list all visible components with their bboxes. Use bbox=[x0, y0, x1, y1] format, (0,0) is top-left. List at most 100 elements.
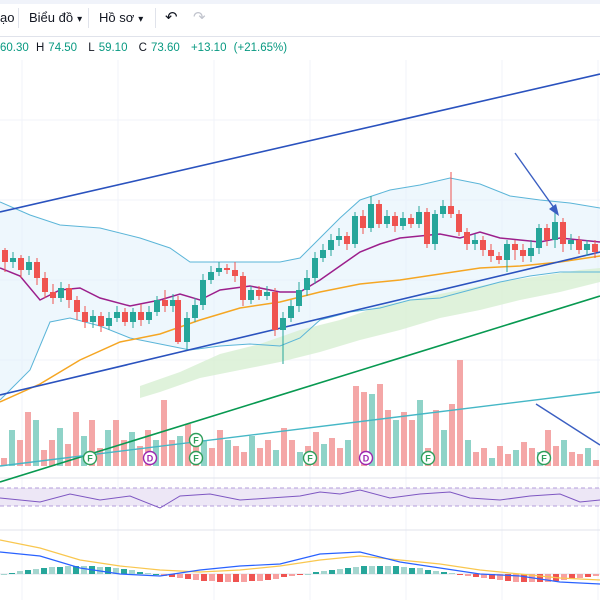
macd-histogram-bar bbox=[593, 574, 599, 576]
macd-histogram-bar bbox=[433, 571, 439, 574]
volume-bar bbox=[113, 420, 119, 466]
low-value: 59.10 bbox=[98, 42, 128, 54]
candle bbox=[146, 306, 152, 324]
macd-histogram-bar bbox=[193, 574, 199, 580]
volume-bar bbox=[65, 444, 71, 466]
volume-bar bbox=[33, 420, 39, 466]
macd-histogram-bar bbox=[465, 574, 471, 576]
macd-histogram-bar bbox=[73, 566, 79, 574]
macd-histogram-bar bbox=[473, 574, 479, 577]
support-trendline[interactable] bbox=[0, 295, 600, 483]
macd-histogram-bar bbox=[393, 566, 399, 574]
macd-histogram-bar bbox=[49, 567, 55, 574]
macd-histogram-bar bbox=[257, 574, 263, 581]
volume-bar bbox=[273, 450, 279, 466]
candle bbox=[416, 206, 422, 228]
volume-bar bbox=[201, 440, 207, 466]
svg-text:D: D bbox=[363, 454, 370, 464]
candle bbox=[26, 256, 32, 275]
volume-bar bbox=[185, 424, 191, 466]
volume-bar bbox=[97, 448, 103, 466]
redo-icon[interactable]: ↷ bbox=[193, 9, 206, 26]
macd-histogram-bar bbox=[345, 568, 351, 574]
volume-bar bbox=[289, 440, 295, 466]
candle bbox=[208, 266, 214, 284]
macd-histogram-bar bbox=[137, 572, 143, 574]
candle bbox=[544, 224, 550, 246]
candle bbox=[272, 288, 278, 336]
candle bbox=[82, 306, 88, 328]
candle bbox=[576, 236, 582, 254]
event-marker: D bbox=[358, 450, 374, 466]
volume-bar bbox=[465, 440, 471, 466]
macd-histogram-bar bbox=[513, 574, 519, 582]
macd-histogram-bar bbox=[217, 574, 223, 582]
macd-histogram-bar bbox=[177, 574, 183, 578]
candle bbox=[114, 306, 120, 322]
volume-bar bbox=[49, 440, 55, 466]
profile-menu-button[interactable]: Hồ sơ ▾ bbox=[99, 10, 143, 25]
candle bbox=[175, 296, 181, 344]
open-value: 60.30 bbox=[0, 42, 29, 54]
volume-bar bbox=[89, 420, 95, 466]
macd-histogram-bar bbox=[233, 574, 239, 582]
toolbar-divider bbox=[88, 8, 89, 28]
undo-icon[interactable]: ↶ bbox=[165, 9, 178, 26]
macd-histogram-bar bbox=[57, 567, 63, 574]
arrow-annotation[interactable] bbox=[535, 403, 600, 446]
volume-bar bbox=[361, 392, 367, 466]
volume-bar bbox=[233, 446, 239, 466]
candle bbox=[200, 274, 206, 310]
volume-bar bbox=[337, 448, 343, 466]
macd-histogram-bar bbox=[241, 574, 247, 582]
candle bbox=[384, 210, 390, 228]
candle bbox=[480, 236, 486, 256]
candle bbox=[376, 200, 382, 228]
ichimoku-cloud bbox=[140, 268, 600, 398]
candle bbox=[216, 262, 222, 276]
volume-bar bbox=[137, 446, 143, 466]
volume-trendline[interactable] bbox=[0, 391, 600, 467]
arrow-annotation[interactable] bbox=[514, 152, 559, 216]
macd-histogram-bar bbox=[185, 574, 191, 579]
candle bbox=[138, 304, 144, 326]
create-menu-fragment[interactable]: ạo bbox=[0, 10, 15, 25]
candle bbox=[10, 252, 16, 268]
volume-bar bbox=[177, 436, 183, 466]
macd-histogram-bar bbox=[25, 570, 31, 574]
volume-bar bbox=[209, 448, 215, 466]
macd-histogram-bar bbox=[145, 573, 151, 574]
chevron-down-icon: ▾ bbox=[138, 14, 144, 25]
macd-histogram-bar bbox=[337, 569, 343, 574]
volume-bar bbox=[577, 454, 583, 466]
volume-bar bbox=[553, 446, 559, 466]
candle bbox=[512, 240, 518, 260]
candle bbox=[320, 244, 326, 262]
macd-histogram-bar bbox=[113, 568, 119, 574]
macd-histogram-bar bbox=[369, 566, 375, 574]
candle bbox=[264, 286, 270, 300]
volume-bar bbox=[433, 410, 439, 466]
ohlc-legend: 60.30 H 74.50 L 59.10 C 73.60 +13.10 (+21.6… bbox=[0, 42, 291, 54]
bollinger-band-fill bbox=[0, 178, 600, 400]
svg-text:F: F bbox=[425, 454, 431, 464]
upper-channel-trendline[interactable] bbox=[0, 73, 600, 213]
candle bbox=[50, 284, 56, 304]
macd-histogram-bar bbox=[505, 574, 511, 581]
macd-signal-line bbox=[0, 539, 600, 581]
candle bbox=[344, 232, 350, 250]
macd-histogram-bar bbox=[297, 574, 303, 575]
macd-histogram-bar bbox=[449, 573, 455, 574]
volume-bar bbox=[513, 450, 519, 466]
macd-histogram-bar bbox=[417, 568, 423, 574]
macd-histogram-bar bbox=[121, 569, 127, 574]
macd-histogram-bar bbox=[17, 571, 23, 574]
chart-menu-button[interactable]: Biểu đồ ▾ bbox=[29, 10, 82, 25]
macd-histogram-bar bbox=[401, 567, 407, 574]
macd-histogram-bar bbox=[81, 566, 87, 574]
lower-channel-trendline[interactable] bbox=[0, 251, 600, 396]
volume-bar bbox=[9, 430, 15, 466]
candle bbox=[336, 228, 342, 246]
svg-text:F: F bbox=[193, 436, 199, 446]
